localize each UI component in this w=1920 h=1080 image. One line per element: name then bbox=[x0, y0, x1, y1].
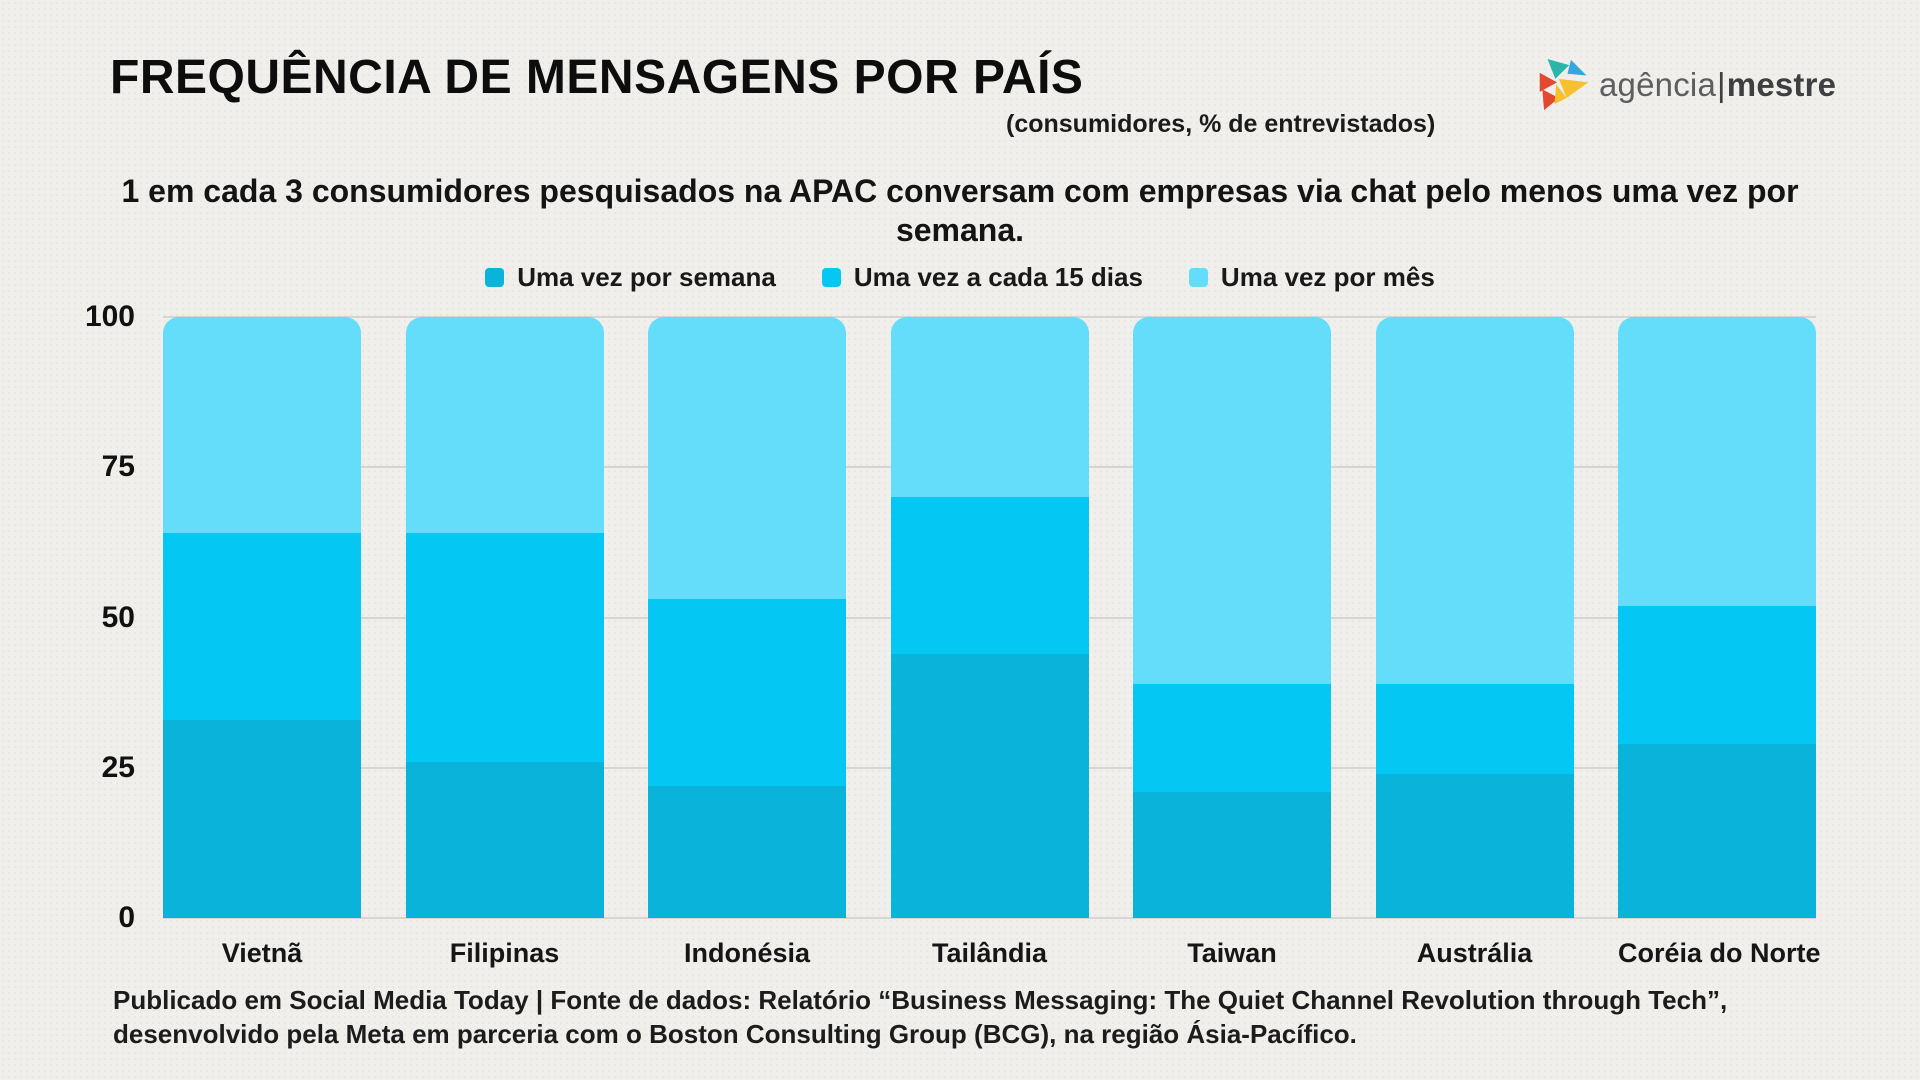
legend-label: Uma vez a cada 15 dias bbox=[853, 262, 1143, 292]
x-label-coréia-do-norte: Coréia do Norte bbox=[1618, 938, 1821, 968]
y-tick-75: 75 bbox=[101, 450, 135, 484]
source-note: Publicado em Social Media Today | Fonte … bbox=[113, 984, 1813, 1052]
legend-item-0: Uma vez por semana bbox=[485, 262, 776, 293]
segment-tailândia-series0 bbox=[890, 653, 1089, 918]
segment-coréia-do-norte-series1 bbox=[1618, 605, 1816, 744]
segment-taiwan-series1 bbox=[1133, 683, 1331, 792]
y-tick-50: 50 bbox=[101, 600, 135, 634]
segment-filipinas-series0 bbox=[405, 761, 604, 918]
x-axis-labels: Vietnã Filipinas Indonésia Tailândia Taiwan A… bbox=[163, 938, 1821, 969]
bars-container bbox=[163, 317, 1816, 918]
segment-taiwan-series2 bbox=[1133, 317, 1331, 684]
segment-indonésia-series0 bbox=[648, 785, 846, 918]
gridline-0 bbox=[163, 917, 1816, 919]
page-title: FREQUÊNCIA DE MENSAGENS POR PAÍS bbox=[110, 51, 1084, 104]
segment-indonésia-series1 bbox=[648, 599, 846, 786]
agency-logo-icon bbox=[1539, 59, 1589, 111]
bar-tailândia bbox=[890, 317, 1089, 918]
segment-taiwan-series0 bbox=[1133, 791, 1331, 918]
y-tick-100: 100 bbox=[84, 300, 135, 333]
legend-item-1: Uma vez a cada 15 dias bbox=[821, 262, 1143, 293]
x-label-tailândia: Tailândia bbox=[931, 938, 1048, 968]
x-label-indonésia: Indonésia bbox=[683, 938, 811, 968]
segment-tailândia-series1 bbox=[890, 497, 1089, 654]
source-note-line2: desenvolvido pela Meta em parceria com o… bbox=[113, 1018, 1357, 1049]
bar-indonésia bbox=[648, 317, 846, 918]
y-tick-0: 0 bbox=[118, 901, 135, 934]
agency-logo-text: agência|mestre bbox=[1599, 66, 1837, 103]
agency-logo: agência|mestre bbox=[1538, 58, 1836, 112]
x-label-taiwan: Taiwan bbox=[1187, 938, 1277, 968]
segment-coréia-do-norte-series0 bbox=[1618, 743, 1816, 918]
stacked-bar-chart: 0 25 50 75 100 bbox=[0, 301, 1816, 934]
source-note-line1: Publicado em Social Media Today | Fonte … bbox=[113, 985, 1728, 1015]
key-finding-text: 1 em cada 3 consumidores pesquisados na … bbox=[121, 173, 1799, 249]
legend-swatch-icon bbox=[485, 268, 505, 287]
bar-vietnã bbox=[163, 317, 361, 918]
bar-austrália bbox=[1375, 317, 1574, 918]
segment-coréia-do-norte-series2 bbox=[1618, 317, 1816, 606]
x-label-vietnã: Vietnã bbox=[221, 938, 303, 968]
segment-austrália-series1 bbox=[1375, 683, 1574, 774]
bar-filipinas bbox=[405, 317, 604, 918]
segment-austrália-series0 bbox=[1375, 773, 1574, 918]
legend: Uma vez por semana Uma vez a cada 15 dias… bbox=[0, 262, 1920, 293]
bar-coréia-do-norte bbox=[1618, 317, 1816, 918]
segment-indonésia-series2 bbox=[648, 317, 846, 600]
legend-item-2: Uma vez por mês bbox=[1188, 262, 1435, 293]
x-label-austrália: Austrália bbox=[1416, 938, 1533, 968]
x-label-filipinas: Filipinas bbox=[449, 938, 560, 968]
plot-area bbox=[163, 316, 1816, 919]
chart-subtitle: (consumidores, % de entrevistados) bbox=[1006, 110, 1436, 138]
legend-label: Uma vez por semana bbox=[517, 262, 776, 292]
segment-filipinas-series2 bbox=[405, 317, 604, 534]
y-tick-25: 25 bbox=[101, 750, 135, 784]
segment-tailândia-series2 bbox=[890, 317, 1089, 498]
gridline-100 bbox=[163, 316, 1816, 318]
legend-swatch-icon bbox=[1188, 268, 1208, 287]
segment-austrália-series2 bbox=[1375, 317, 1574, 684]
segment-filipinas-series1 bbox=[405, 533, 604, 762]
legend-label: Uma vez por mês bbox=[1220, 262, 1435, 292]
segment-vietnã-series0 bbox=[163, 719, 361, 918]
y-axis: 0 25 50 75 100 bbox=[0, 301, 163, 934]
segment-vietnã-series1 bbox=[163, 533, 361, 720]
bar-taiwan bbox=[1133, 317, 1331, 918]
legend-swatch-icon bbox=[821, 268, 841, 287]
segment-vietnã-series2 bbox=[163, 317, 361, 534]
